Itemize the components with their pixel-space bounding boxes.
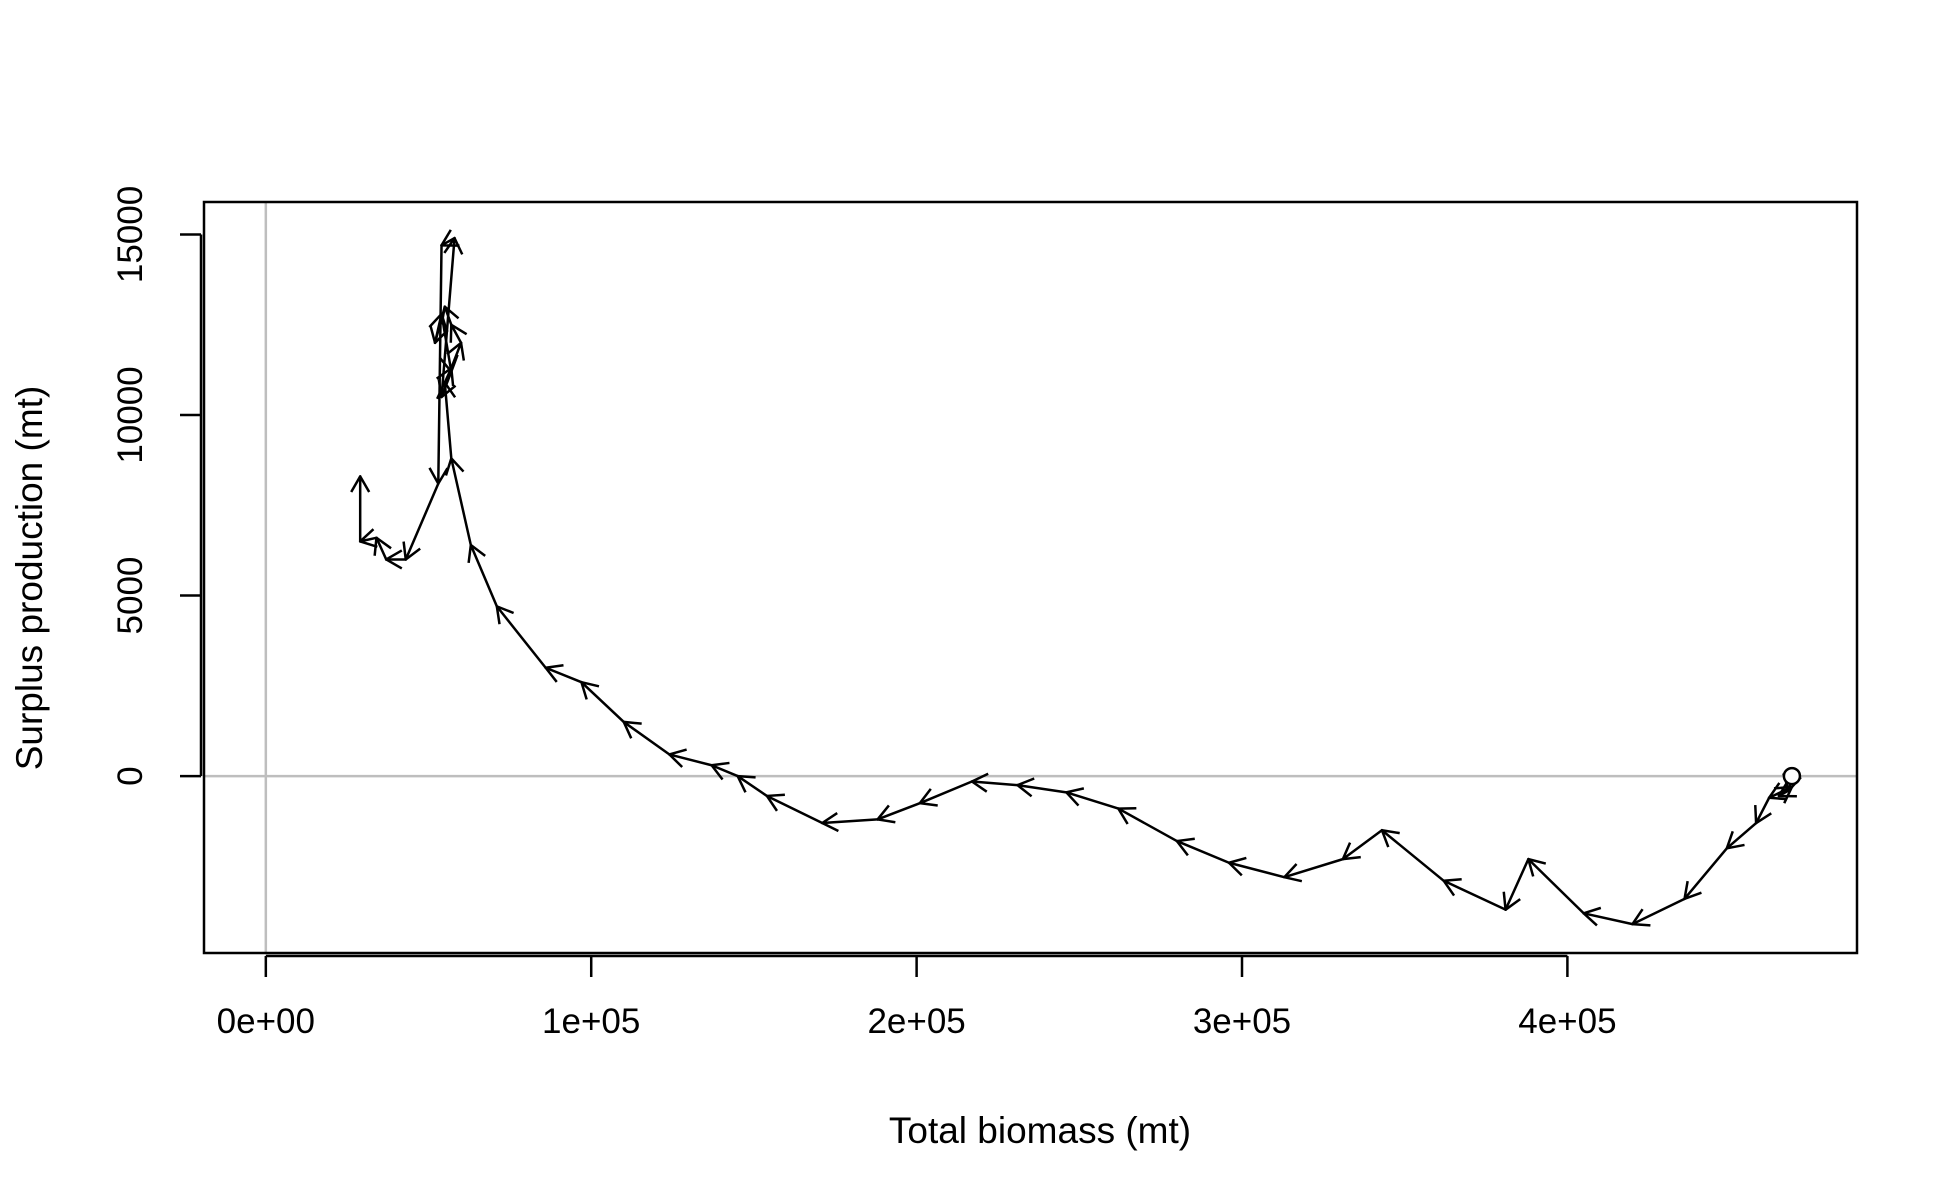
- trajectory-segment: [1341, 828, 1384, 861]
- trajectory-segment: [1754, 796, 1771, 825]
- trajectory-segment: [1527, 857, 1585, 915]
- trajectory-segment: [437, 244, 443, 485]
- trajectory-segment: [1504, 857, 1530, 911]
- plot-frame: [202, 200, 1859, 955]
- trajectory-segment: [495, 605, 547, 670]
- y-tick-label: 10000: [111, 366, 150, 463]
- x-axis: 0e+00 1e+05 2e+05 3e+05 4e+05: [217, 954, 1617, 1041]
- trajectory-segment: [668, 753, 713, 767]
- trajectory-segment: [580, 680, 626, 724]
- y-tick-label: 15000: [111, 186, 150, 283]
- trajectory-segment: [404, 482, 440, 561]
- trajectory-segment: [1227, 861, 1286, 879]
- trajectory-segment: [1725, 821, 1758, 850]
- trajectory-segment: [820, 818, 879, 825]
- trajectory-segment: [876, 801, 922, 821]
- trajectory-segment: [544, 666, 583, 684]
- x-tick-label: 1e+05: [542, 1002, 640, 1041]
- x-axis-title: Total biomass (mt): [889, 1110, 1191, 1151]
- trajectory-segment: [443, 381, 453, 460]
- y-axis-title: Surplus production (mt): [9, 386, 50, 771]
- start-point-marker: [1782, 766, 1802, 786]
- trajectory-segment: [1631, 897, 1686, 926]
- trajectory-segment: [736, 774, 769, 798]
- trajectory-segment: [970, 780, 1019, 787]
- trajectory-segment: [469, 543, 499, 608]
- x-tick-label: 2e+05: [867, 1002, 965, 1041]
- trajectory-segment: [358, 536, 378, 543]
- trajectory-segment: [1683, 847, 1729, 901]
- trajectory-arrowhead: [350, 475, 371, 493]
- reference-lines: [204, 202, 1857, 953]
- trajectory-segment: [440, 370, 453, 399]
- trajectory-segment: [765, 794, 824, 825]
- x-tick-label: 0e+00: [217, 1002, 315, 1041]
- trajectory-segment: [1117, 807, 1179, 843]
- trajectory-segment: [1582, 912, 1634, 926]
- x-tick-label: 3e+05: [1193, 1002, 1291, 1041]
- trajectory-segment: [622, 720, 671, 756]
- trajectory-segment: [918, 780, 974, 805]
- trajectory-segment: [1380, 828, 1445, 883]
- trajectory-segment: [1175, 839, 1231, 864]
- trajectory-segment: [1283, 857, 1345, 879]
- x-tick-label: 4e+05: [1518, 1002, 1616, 1041]
- trajectory-segment: [1442, 879, 1507, 911]
- trajectory-segment: [440, 236, 456, 399]
- y-tick-label: 0: [111, 766, 150, 785]
- trajectory-segment: [1065, 791, 1120, 810]
- y-tick-label: 5000: [111, 557, 150, 635]
- trajectory-segment: [1767, 785, 1794, 799]
- trajectory-segment: [450, 323, 463, 345]
- y-axis: 0 5000 10000 15000: [111, 186, 203, 786]
- trajectory-segment: [1016, 783, 1068, 794]
- trajectory-series: [350, 229, 1802, 927]
- trajectory-segment: [375, 536, 388, 561]
- trajectory-segment: [450, 457, 473, 547]
- trajectory-segment: [710, 764, 739, 778]
